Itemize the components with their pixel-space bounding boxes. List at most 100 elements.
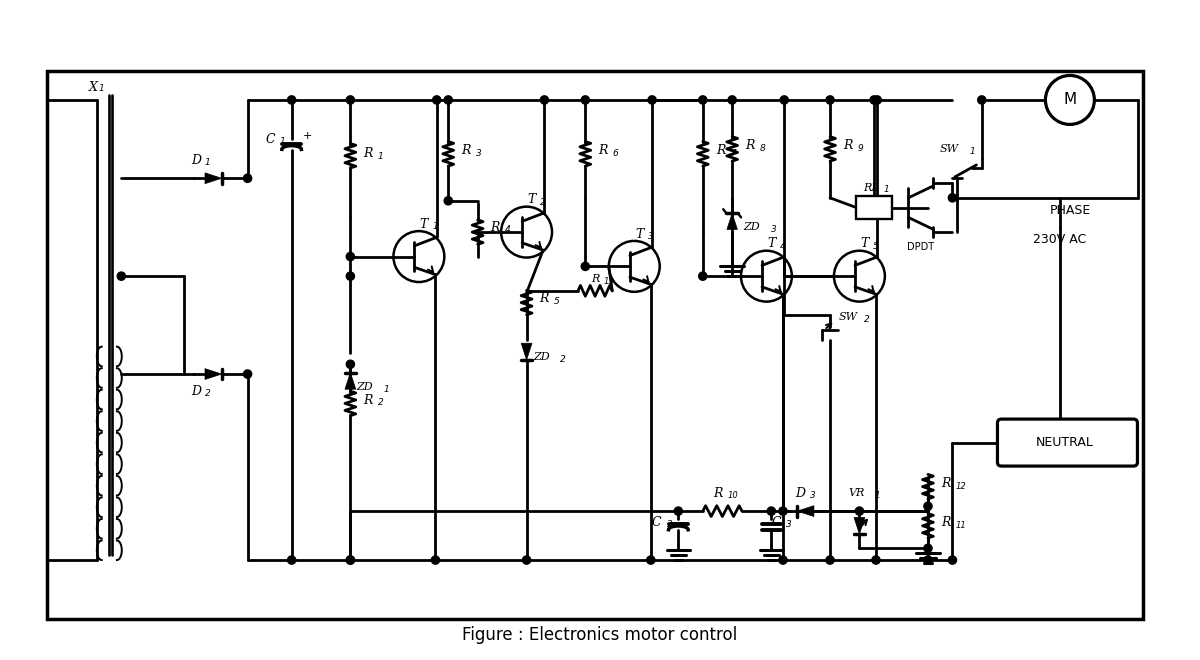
Text: ZD: ZD — [744, 222, 760, 232]
Polygon shape — [854, 517, 865, 534]
Circle shape — [647, 556, 655, 564]
Text: 5: 5 — [554, 296, 559, 306]
Circle shape — [856, 507, 864, 515]
Circle shape — [347, 272, 354, 280]
Text: 2: 2 — [864, 315, 870, 324]
Polygon shape — [205, 173, 222, 183]
Circle shape — [924, 502, 932, 510]
Text: 1: 1 — [384, 385, 390, 393]
Text: 2: 2 — [378, 399, 384, 407]
Text: T: T — [860, 238, 869, 250]
Circle shape — [432, 96, 440, 104]
Text: 12: 12 — [955, 482, 966, 490]
Text: 1: 1 — [378, 152, 384, 160]
Circle shape — [522, 556, 530, 564]
Polygon shape — [205, 369, 222, 380]
Text: R: R — [745, 139, 755, 152]
Text: 3: 3 — [810, 492, 816, 500]
Circle shape — [244, 370, 252, 378]
Text: +: + — [302, 131, 312, 141]
Polygon shape — [521, 343, 532, 360]
Text: RL: RL — [863, 183, 880, 193]
Polygon shape — [344, 373, 355, 389]
Circle shape — [779, 556, 787, 564]
Text: C: C — [265, 133, 275, 146]
Text: X: X — [89, 81, 97, 94]
Text: 13: 13 — [604, 277, 614, 286]
Text: Figure : Electronics motor control: Figure : Electronics motor control — [462, 626, 738, 644]
Text: 5: 5 — [874, 242, 878, 251]
Circle shape — [347, 556, 354, 564]
Text: 8: 8 — [760, 144, 766, 153]
Circle shape — [674, 507, 683, 515]
Text: VR: VR — [848, 488, 865, 498]
Circle shape — [767, 507, 775, 515]
Text: 3: 3 — [772, 225, 778, 234]
Text: R: R — [364, 394, 373, 407]
Text: DPDT: DPDT — [906, 242, 934, 251]
Text: 4: 4 — [780, 242, 786, 251]
Circle shape — [347, 96, 354, 104]
Text: R: R — [713, 487, 722, 500]
Circle shape — [698, 96, 707, 104]
Circle shape — [924, 544, 932, 552]
Text: R: R — [842, 139, 852, 152]
Text: 2: 2 — [540, 198, 546, 207]
Text: 230V AC: 230V AC — [1033, 234, 1087, 246]
Text: PHASE: PHASE — [1049, 204, 1091, 217]
Text: 2: 2 — [560, 355, 565, 364]
Text: M: M — [1063, 92, 1076, 108]
Text: 2: 2 — [666, 520, 672, 529]
Text: 1: 1 — [204, 158, 210, 167]
Circle shape — [780, 96, 788, 104]
Circle shape — [978, 96, 986, 104]
Text: R: R — [715, 145, 725, 157]
Circle shape — [431, 556, 439, 564]
Circle shape — [444, 197, 452, 205]
Text: R: R — [941, 477, 950, 490]
Text: T: T — [420, 218, 428, 231]
Text: R: R — [491, 220, 500, 234]
FancyBboxPatch shape — [997, 419, 1138, 466]
Text: SW: SW — [838, 312, 857, 322]
Polygon shape — [727, 213, 737, 230]
Text: 3: 3 — [648, 232, 654, 241]
Text: 1: 1 — [874, 492, 880, 500]
Text: 4: 4 — [505, 225, 511, 234]
Text: 10: 10 — [727, 492, 738, 500]
Circle shape — [826, 96, 834, 104]
Polygon shape — [797, 506, 814, 517]
Text: ZD: ZD — [533, 352, 550, 362]
Text: NEUTRAL: NEUTRAL — [1036, 436, 1094, 449]
Text: R: R — [941, 516, 950, 529]
Text: T: T — [767, 238, 775, 250]
Circle shape — [870, 96, 878, 104]
Text: T: T — [635, 228, 643, 240]
Circle shape — [540, 96, 548, 104]
Text: C: C — [772, 516, 781, 529]
Text: R: R — [364, 147, 373, 160]
Text: ZD: ZD — [356, 381, 373, 392]
Text: 9: 9 — [858, 144, 863, 153]
Text: 11: 11 — [955, 521, 966, 530]
Bar — [47, 71, 1144, 619]
Circle shape — [288, 96, 295, 104]
Text: 1: 1 — [970, 147, 974, 156]
Text: 1: 1 — [280, 137, 286, 146]
Text: R: R — [590, 274, 599, 284]
Circle shape — [872, 556, 880, 564]
Text: 3: 3 — [786, 520, 792, 529]
Text: R: R — [540, 292, 548, 305]
Circle shape — [347, 360, 354, 368]
Bar — [857, 196, 892, 219]
Text: 2: 2 — [204, 389, 210, 397]
Text: R: R — [461, 145, 470, 157]
Circle shape — [581, 262, 589, 271]
Text: R: R — [599, 145, 607, 157]
Text: 7: 7 — [731, 148, 736, 158]
Circle shape — [118, 272, 126, 280]
Text: 1: 1 — [98, 84, 104, 93]
Circle shape — [826, 556, 834, 564]
Circle shape — [779, 507, 787, 515]
Text: C: C — [652, 516, 661, 529]
